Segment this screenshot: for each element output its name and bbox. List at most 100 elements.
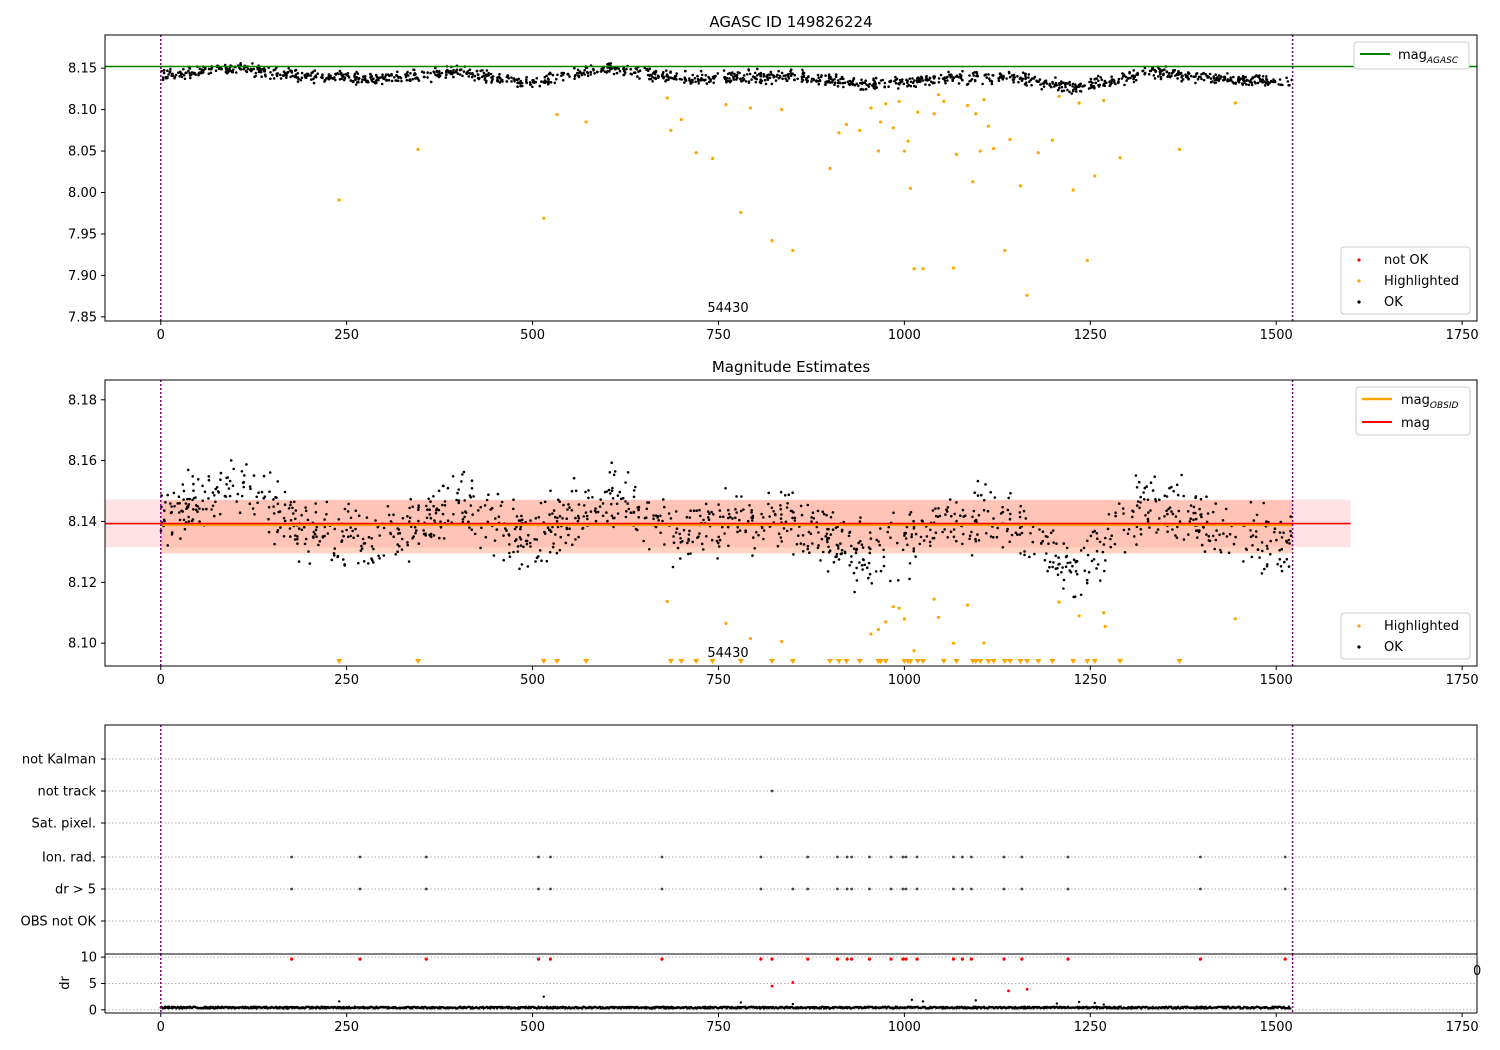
x-tick-label: 0 xyxy=(157,673,165,688)
flag-category-label: dr > 5 xyxy=(55,883,96,898)
ok-point xyxy=(999,75,1003,79)
flag-point xyxy=(424,887,428,891)
ok-point xyxy=(407,560,411,563)
highlighted-point xyxy=(954,152,959,156)
ok-point xyxy=(1171,528,1174,531)
ok-point xyxy=(1054,76,1057,79)
ok-point xyxy=(928,540,932,544)
ok-point xyxy=(1137,480,1141,484)
ok-point xyxy=(1170,485,1173,489)
ok-point xyxy=(300,71,304,75)
ok-point xyxy=(548,528,552,532)
ok-point xyxy=(1125,79,1128,82)
ok-point xyxy=(937,81,941,84)
ok-point xyxy=(1224,507,1228,511)
ok-point xyxy=(405,78,409,82)
ok-point xyxy=(1068,90,1071,94)
ok-point xyxy=(366,79,369,83)
ok-point xyxy=(1018,533,1022,536)
svg-text:magOBSID: magOBSID xyxy=(1401,393,1459,411)
ok-point xyxy=(704,74,708,77)
ok-point xyxy=(498,76,502,80)
ok-point xyxy=(1044,80,1047,84)
ok-point xyxy=(185,507,188,511)
ok-point xyxy=(1058,86,1061,90)
ok-point xyxy=(722,69,726,72)
ok-point xyxy=(792,511,795,514)
ok-point xyxy=(1172,70,1175,74)
ok-point xyxy=(355,70,358,74)
ok-point xyxy=(1222,532,1225,535)
ok-point xyxy=(642,539,645,543)
ok-point xyxy=(975,72,979,75)
ok-point xyxy=(934,531,938,534)
ok-point xyxy=(1007,496,1010,500)
ok-point xyxy=(735,495,738,498)
ok-point xyxy=(888,80,891,83)
ok-point xyxy=(170,510,173,514)
ok-point xyxy=(882,555,886,559)
ok-point xyxy=(181,510,185,513)
ok-point xyxy=(619,497,623,501)
flag-point xyxy=(952,887,955,891)
ok-point xyxy=(738,518,741,522)
ok-point xyxy=(1071,564,1074,568)
highlighted-point xyxy=(908,186,912,190)
ok-point xyxy=(1278,549,1281,552)
ok-point xyxy=(860,78,863,81)
below-range-marker xyxy=(1176,659,1183,664)
ok-point xyxy=(623,73,626,76)
ok-point xyxy=(697,82,701,85)
below-range-marker xyxy=(678,659,685,664)
ok-point xyxy=(434,66,437,70)
y-tick-label: 7.85 xyxy=(68,310,97,325)
ok-point xyxy=(1114,511,1117,514)
ok-point xyxy=(906,543,909,547)
ok-point xyxy=(1008,540,1011,543)
ok-point xyxy=(952,528,956,531)
ok-point xyxy=(850,555,853,558)
ok-point xyxy=(689,552,692,555)
ok-point xyxy=(203,490,207,494)
ok-point xyxy=(436,70,439,74)
ok-point xyxy=(616,494,620,497)
ok-point xyxy=(342,78,346,82)
below-range-marker xyxy=(789,659,796,664)
ok-point xyxy=(874,570,878,573)
ok-point xyxy=(1166,512,1169,516)
ok-point xyxy=(672,77,676,81)
ok-point xyxy=(426,508,429,512)
ok-point xyxy=(304,509,308,513)
ok-point xyxy=(733,72,736,76)
ok-point xyxy=(887,85,890,88)
ok-point xyxy=(362,560,366,563)
ok-point xyxy=(327,73,331,76)
ok-point xyxy=(325,500,329,504)
ok-point xyxy=(306,518,310,522)
flag-point xyxy=(868,855,871,859)
ok-point xyxy=(451,475,455,478)
ok-point xyxy=(747,81,751,84)
ok-point xyxy=(889,536,892,539)
ok-point xyxy=(797,534,800,537)
ok-point xyxy=(1225,535,1229,538)
ok-point xyxy=(338,69,342,73)
ok-point xyxy=(1186,74,1189,78)
ok-point xyxy=(887,525,891,529)
ok-point xyxy=(401,516,405,520)
ok-point xyxy=(1280,547,1284,551)
ok-point xyxy=(1033,552,1036,556)
x-tick-label: 1750 xyxy=(1446,673,1479,688)
ok-point xyxy=(296,537,299,541)
ok-point xyxy=(553,515,557,519)
ok-point xyxy=(609,62,613,65)
ok-point xyxy=(189,76,192,80)
ok-point xyxy=(1261,81,1264,84)
highlighted-point xyxy=(844,122,849,127)
ok-point xyxy=(875,86,878,89)
ok-point xyxy=(731,71,734,74)
ok-point xyxy=(921,79,925,82)
ok-point xyxy=(305,74,309,78)
ok-point xyxy=(678,532,681,536)
ok-point xyxy=(750,511,753,514)
